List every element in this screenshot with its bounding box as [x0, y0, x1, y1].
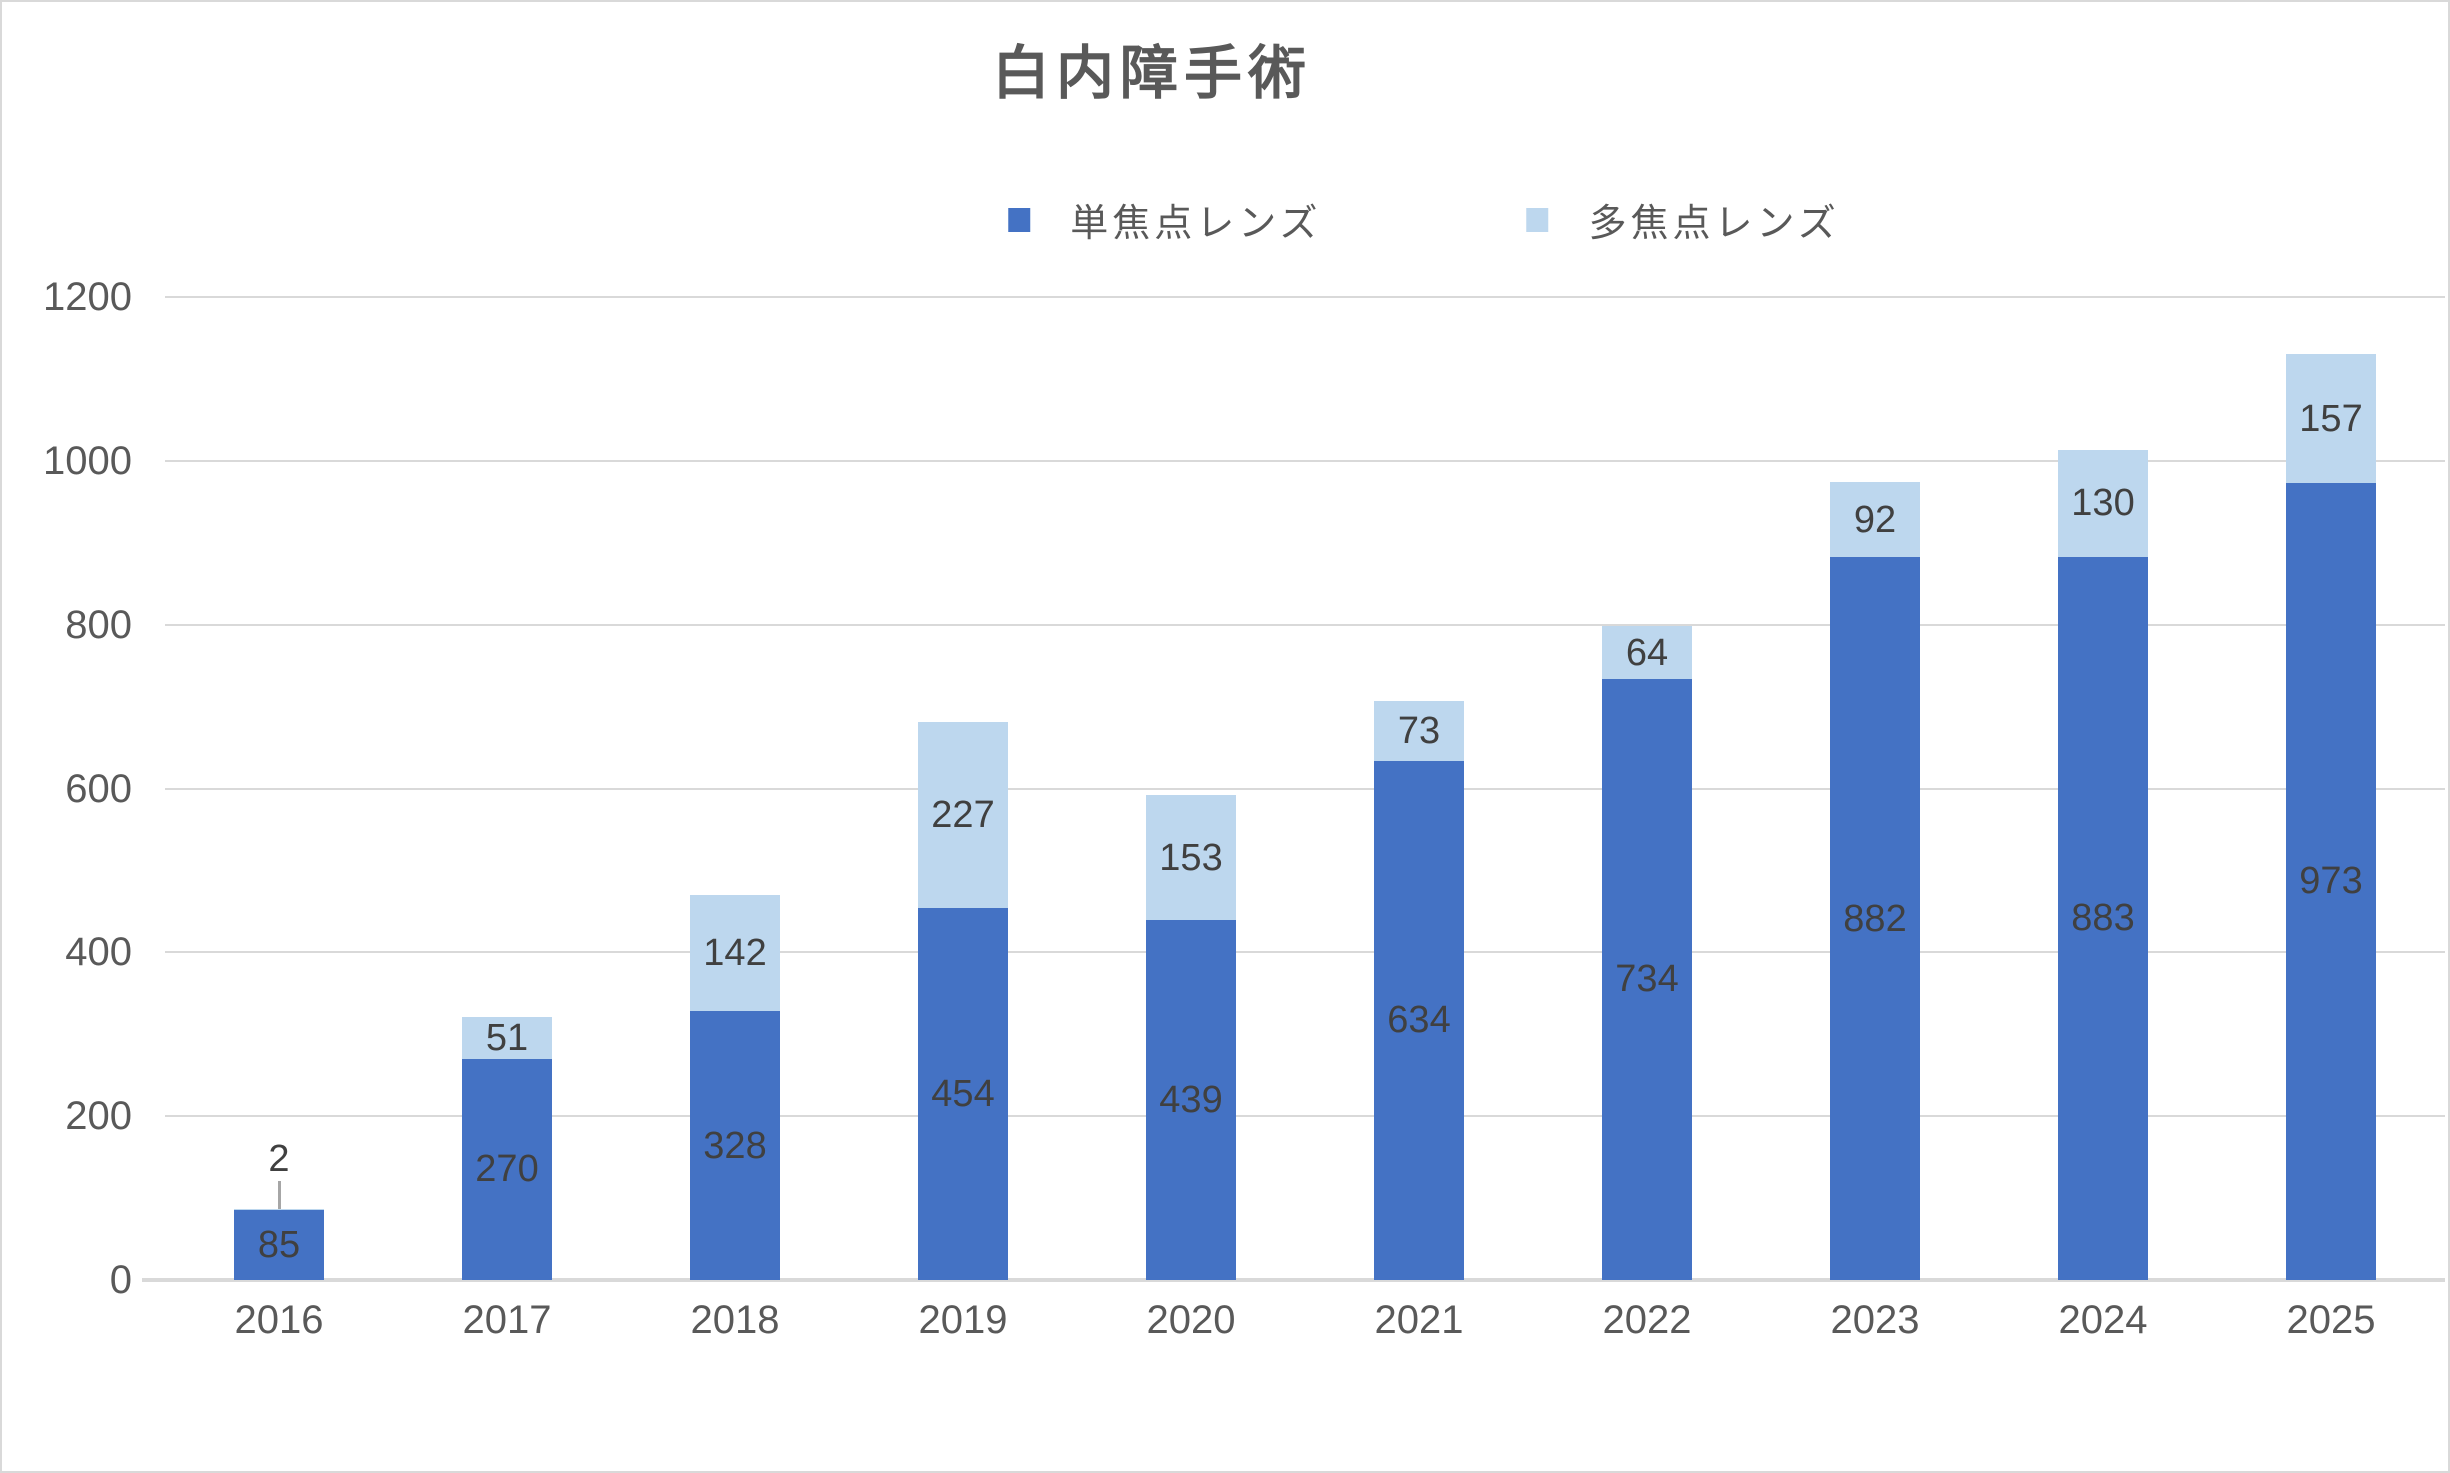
bar-label-monofocal-2022: 734 [1615, 958, 1679, 1001]
bar-label-monofocal-2024: 883 [2071, 897, 2135, 940]
bar-segment-multifocal-2018 [690, 894, 780, 1012]
bar-segment-monofocal-2016 [234, 1210, 324, 1280]
gridline-1200 [165, 296, 2445, 298]
legend-swatch-multifocal-icon [1526, 207, 1549, 232]
bar-segment-multifocal-2019 [918, 722, 1008, 909]
legend-swatch-monofocal-icon [1008, 207, 1031, 232]
bar-segment-multifocal-2017 [462, 1017, 552, 1059]
x-axis-label-2018: 2018 [690, 1298, 780, 1342]
bar-label-multifocal-2016: 2 [268, 1137, 290, 1180]
y-axis-label-1000: 1000 [43, 438, 132, 483]
bar-label-monofocal-2023: 882 [1843, 897, 1907, 940]
x-axis-label-2021: 2021 [1374, 1298, 1464, 1342]
bar-segment-multifocal-2022 [1602, 626, 1692, 679]
bar-segment-multifocal-2023 [1830, 482, 1920, 558]
y-axis-label-200: 200 [65, 1094, 132, 1139]
bar-label-multifocal-2024: 130 [2071, 482, 2135, 525]
y-axis-label-1200: 1200 [43, 275, 132, 319]
bar-label-monofocal-2021: 634 [1387, 999, 1451, 1042]
bar-label-multifocal-2021: 73 [1397, 709, 1441, 752]
legend-item-multifocal: 多焦点レンズ [1526, 192, 1840, 247]
y-axis-label-600: 600 [65, 766, 132, 811]
x-axis-label-2020: 2020 [1146, 1298, 1236, 1342]
gridline-800 [165, 623, 2445, 626]
legend-label-multifocal: 多焦点レンズ [1588, 203, 1840, 245]
x-axis-line [142, 1278, 2445, 1282]
x-axis-label-2024: 2024 [2058, 1298, 2148, 1342]
x-axis-label-2017: 2017 [462, 1298, 552, 1342]
bar-segment-multifocal-2016 [234, 1208, 324, 1211]
gridline-1000 [165, 459, 2445, 462]
bar-label-multifocal-2017: 51 [485, 1016, 529, 1059]
bar-segment-multifocal-2025 [2286, 354, 2376, 483]
legend-item-monofocal: 単焦点レンズ [1008, 192, 1321, 247]
bar-label-monofocal-2017: 270 [475, 1148, 539, 1191]
plot-area: 0 200 400 600 800 1000 1200 2016 85 2 2017 270 51 201… [43, 275, 2445, 1342]
bar-label-multifocal-2020: 153 [1159, 836, 1223, 879]
bar-label-monofocal-2016: 85 [257, 1224, 301, 1267]
bar-label-multifocal-2023: 92 [1853, 498, 1897, 541]
bar-label-multifocal-2019: 227 [931, 794, 995, 837]
bar-label-multifocal-2018: 142 [703, 932, 767, 975]
y-axis-label-800: 800 [65, 602, 132, 647]
bar-label-multifocal-2022: 64 [1625, 631, 1669, 674]
bar-label-monofocal-2018: 328 [703, 1124, 767, 1167]
y-axis-label-400: 400 [65, 930, 132, 975]
bar-segment-monofocal-2018 [690, 1011, 780, 1280]
bar-label-multifocal-2025: 157 [2299, 397, 2363, 440]
bar-segment-monofocal-2023 [1830, 557, 1920, 1280]
x-axis-label-2019: 2019 [918, 1298, 1008, 1342]
legend: 単焦点レンズ 多焦点レンズ [1008, 192, 1840, 247]
bar-segment-monofocal-2017 [462, 1058, 552, 1280]
x-axis-label-2022: 2022 [1602, 1298, 1692, 1342]
gridline-600 [165, 787, 2445, 790]
bar-segment-monofocal-2020 [1146, 920, 1236, 1280]
x-axis-label-2023: 2023 [1830, 1298, 1920, 1342]
bar-segment-multifocal-2020 [1146, 795, 1236, 921]
bar-label-monofocal-2025: 973 [2299, 860, 2363, 903]
bar-segment-monofocal-2022 [1602, 678, 1692, 1280]
legend-label-monofocal: 単焦点レンズ [1070, 203, 1322, 245]
bar-segment-monofocal-2021 [1374, 760, 1464, 1280]
bar-segment-monofocal-2025 [2286, 482, 2376, 1280]
bar-segment-monofocal-2024 [2058, 556, 2148, 1280]
bar-label-monofocal-2020: 439 [1159, 1079, 1223, 1122]
x-axis-label-2016: 2016 [234, 1298, 324, 1342]
gridline-400 [165, 951, 2445, 954]
bar-segment-monofocal-2019 [918, 908, 1008, 1280]
bar-label-monofocal-2019: 454 [931, 1073, 995, 1116]
bar-segment-multifocal-2021 [1374, 700, 1464, 761]
chart-title: 白内障手術 [991, 41, 1313, 106]
bar-segment-multifocal-2024 [2058, 450, 2148, 557]
x-axis-label-2025: 2025 [2286, 1298, 2376, 1342]
leader-line-2016 [277, 1180, 281, 1209]
y-axis-label-0: 0 [109, 1258, 132, 1302]
gridline-200 [165, 1115, 2445, 1118]
